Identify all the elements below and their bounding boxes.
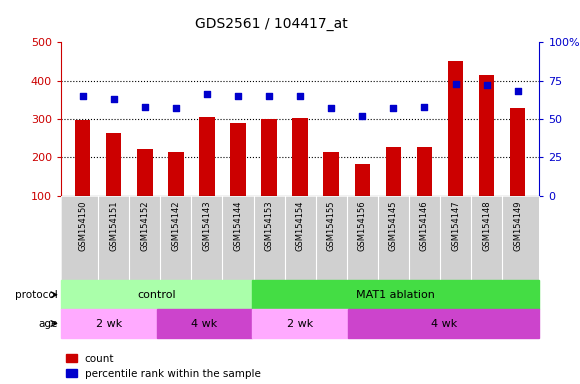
Bar xyxy=(354,164,370,234)
Bar xyxy=(262,119,277,234)
Point xyxy=(389,105,398,111)
Point xyxy=(171,105,180,111)
Text: control: control xyxy=(137,290,176,300)
Text: 4 wk: 4 wk xyxy=(191,318,218,329)
Text: 2 wk: 2 wk xyxy=(96,318,122,329)
Bar xyxy=(137,149,153,234)
Text: MAT1 ablation: MAT1 ablation xyxy=(357,290,435,300)
Text: GSM154145: GSM154145 xyxy=(389,200,398,251)
Text: GSM154154: GSM154154 xyxy=(296,200,304,251)
Point xyxy=(451,81,460,87)
Point xyxy=(513,88,523,94)
Bar xyxy=(75,120,90,234)
Text: protocol: protocol xyxy=(15,290,58,300)
Bar xyxy=(292,118,308,234)
Point xyxy=(140,104,150,110)
Text: GSM154150: GSM154150 xyxy=(78,200,87,251)
Bar xyxy=(230,123,246,234)
Bar xyxy=(479,75,494,234)
Bar xyxy=(157,309,252,338)
Point xyxy=(327,105,336,111)
Bar xyxy=(510,108,525,234)
Bar xyxy=(348,309,539,338)
Point xyxy=(358,113,367,119)
Text: GDS2561 / 104417_at: GDS2561 / 104417_at xyxy=(195,17,347,31)
Bar xyxy=(199,117,215,234)
Text: GSM154149: GSM154149 xyxy=(513,200,522,251)
Bar xyxy=(252,280,539,309)
Text: GSM154148: GSM154148 xyxy=(482,200,491,251)
Text: GSM154142: GSM154142 xyxy=(171,200,180,251)
Text: GSM154144: GSM154144 xyxy=(234,200,242,251)
Bar xyxy=(61,309,157,338)
Text: GSM154155: GSM154155 xyxy=(327,200,336,251)
Text: GSM154153: GSM154153 xyxy=(264,200,274,251)
Text: GSM154147: GSM154147 xyxy=(451,200,460,251)
Point xyxy=(202,91,212,98)
Bar xyxy=(168,152,184,234)
Text: age: age xyxy=(39,318,58,329)
Point xyxy=(233,93,242,99)
Text: GSM154152: GSM154152 xyxy=(140,200,149,251)
Point xyxy=(109,96,118,102)
Point xyxy=(296,93,305,99)
Legend: count, percentile rank within the sample: count, percentile rank within the sample xyxy=(66,354,261,379)
Bar xyxy=(252,309,348,338)
Text: 2 wk: 2 wk xyxy=(287,318,313,329)
Text: GSM154156: GSM154156 xyxy=(358,200,367,251)
Bar xyxy=(386,147,401,234)
Bar xyxy=(448,61,463,234)
Text: GSM154143: GSM154143 xyxy=(202,200,212,251)
Point xyxy=(420,104,429,110)
Text: GSM154146: GSM154146 xyxy=(420,200,429,251)
Point xyxy=(78,93,88,99)
Text: 4 wk: 4 wk xyxy=(430,318,457,329)
Point xyxy=(264,93,274,99)
Bar xyxy=(61,280,252,309)
Bar xyxy=(324,152,339,234)
Text: GSM154151: GSM154151 xyxy=(109,200,118,251)
Point xyxy=(482,82,491,88)
Bar xyxy=(106,133,121,234)
Bar xyxy=(416,147,432,234)
